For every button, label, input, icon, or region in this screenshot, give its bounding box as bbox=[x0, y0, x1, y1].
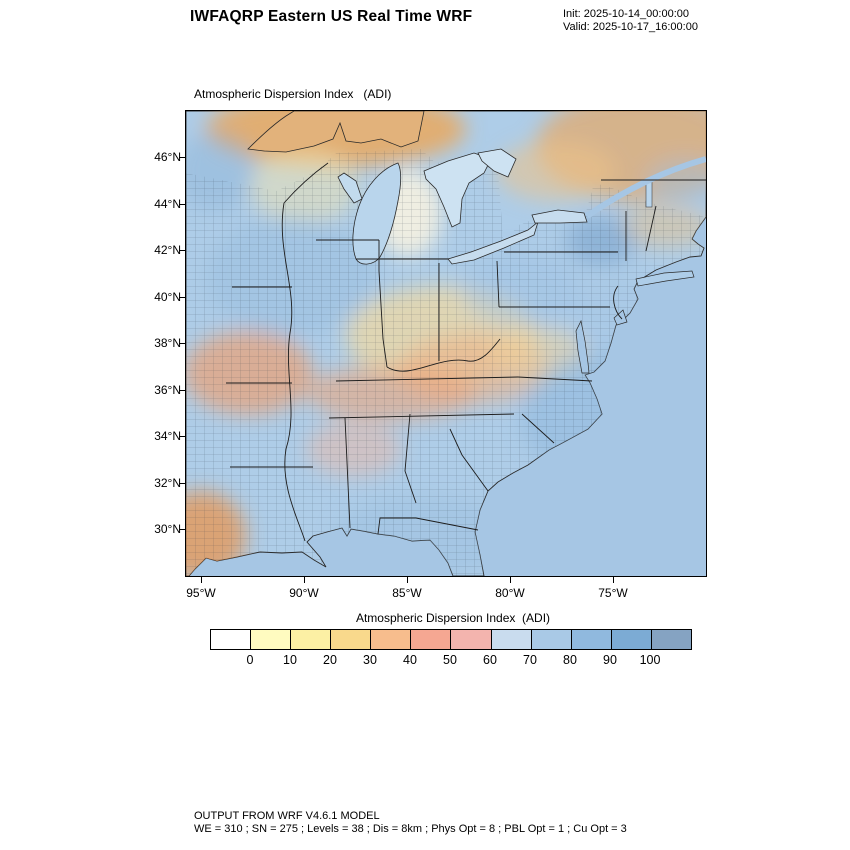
lake-superior bbox=[247, 111, 425, 153]
colorbar-segment bbox=[331, 630, 372, 649]
colorbar-tick-label: 50 bbox=[443, 653, 457, 667]
colorbar-tick-label: 10 bbox=[283, 653, 297, 667]
lat-tick-label: 38°N bbox=[154, 336, 181, 350]
lat-tick-mark bbox=[179, 157, 185, 158]
lon-tick-mark bbox=[510, 577, 511, 583]
colorbar-tick-label: 30 bbox=[363, 653, 377, 667]
lat-tick-label: 34°N bbox=[154, 429, 181, 443]
colorbar-segment bbox=[451, 630, 492, 649]
coastal-bays bbox=[575, 270, 695, 374]
colorbar-segment bbox=[291, 630, 332, 649]
adi-map-canvas bbox=[186, 111, 706, 576]
lat-tick-label: 40°N bbox=[154, 289, 181, 304]
adi-map bbox=[185, 110, 707, 577]
lat-tick-mark bbox=[179, 389, 185, 391]
lat-tick-mark bbox=[179, 529, 185, 530]
lake-champlain bbox=[645, 180, 653, 208]
lat-tick-label: 44°N bbox=[154, 196, 181, 211]
georgian-bay bbox=[477, 148, 517, 178]
green-bay bbox=[337, 172, 363, 204]
lake-ontario bbox=[531, 209, 588, 224]
great-lakes bbox=[247, 111, 653, 265]
lon-tick-label: 95°W bbox=[186, 586, 216, 600]
colorbar-segment bbox=[611, 630, 652, 649]
lon-tick-mark bbox=[201, 577, 202, 583]
lake-huron bbox=[423, 152, 492, 228]
map-panel-title: Atmospheric Dispersion Index (ADI) bbox=[194, 87, 392, 101]
lon-tick-mark bbox=[613, 577, 614, 583]
colorbar-tick-label: 80 bbox=[563, 653, 577, 667]
lake-erie bbox=[447, 220, 539, 265]
colorbar-segment bbox=[211, 630, 252, 649]
state-borders bbox=[226, 162, 706, 542]
colorbar-tick-label: 60 bbox=[483, 653, 497, 667]
run-times: Init: 2025-10-14_00:00:00 Valid: 2025-10… bbox=[563, 8, 698, 34]
colorbar-tick-label: 20 bbox=[323, 653, 337, 667]
footer-config-line: WE = 310 ; SN = 275 ; Levels = 38 ; Dis … bbox=[194, 823, 627, 835]
colorbar-tick-label: 100 bbox=[639, 653, 661, 667]
lat-tick-mark bbox=[179, 343, 185, 344]
lat-tick-label: 46°N bbox=[154, 150, 181, 164]
lat-tick-mark bbox=[179, 250, 185, 251]
lon-tick-label: 90°W bbox=[289, 586, 319, 600]
lon-tick-label: 80°W bbox=[495, 586, 525, 600]
lat-tick-label: 30°N bbox=[154, 522, 181, 536]
colorbar bbox=[210, 629, 692, 650]
lon-tick-mark bbox=[407, 577, 408, 583]
colorbar-segment bbox=[251, 630, 292, 649]
lat-tick-mark bbox=[179, 436, 185, 437]
lon-tick-label: 85°W bbox=[392, 586, 422, 600]
colorbar-segment bbox=[651, 630, 691, 649]
colorbar-tick-label: 0 bbox=[246, 653, 254, 667]
long-island bbox=[635, 270, 695, 287]
lon-tick-label: 75°W bbox=[598, 586, 628, 600]
colorbar-segment bbox=[571, 630, 612, 649]
chesapeake-bay bbox=[575, 319, 590, 374]
colorbar-title: Atmospheric Dispersion Index (ADI) bbox=[355, 611, 551, 625]
lat-tick-mark bbox=[179, 203, 185, 205]
lat-tick-label: 32°N bbox=[154, 475, 181, 490]
lat-tick-label: 36°N bbox=[154, 382, 181, 397]
lake-michigan bbox=[352, 162, 402, 265]
lon-tick-mark bbox=[304, 577, 305, 583]
colorbar-tick-label: 40 bbox=[403, 653, 417, 667]
init-time: Init: 2025-10-14_00:00:00 bbox=[563, 8, 689, 20]
valid-time: Valid: 2025-10-17_16:00:00 bbox=[563, 21, 698, 33]
colorbar-segment bbox=[371, 630, 412, 649]
lat-tick-mark bbox=[179, 296, 185, 298]
lat-tick-label: 42°N bbox=[154, 243, 181, 257]
lat-tick-mark bbox=[179, 482, 185, 484]
colorbar-segment bbox=[531, 630, 572, 649]
colorbar-tick-label: 70 bbox=[523, 653, 537, 667]
colorbar-segment bbox=[491, 630, 532, 649]
colorbar-segment bbox=[411, 630, 452, 649]
footer-model-line: OUTPUT FROM WRF V4.6.1 MODEL bbox=[194, 810, 380, 822]
page-title: IWFAQRP Eastern US Real Time WRF bbox=[190, 8, 473, 25]
st-lawrence-river bbox=[585, 156, 706, 219]
colorbar-tick-label: 90 bbox=[603, 653, 617, 667]
